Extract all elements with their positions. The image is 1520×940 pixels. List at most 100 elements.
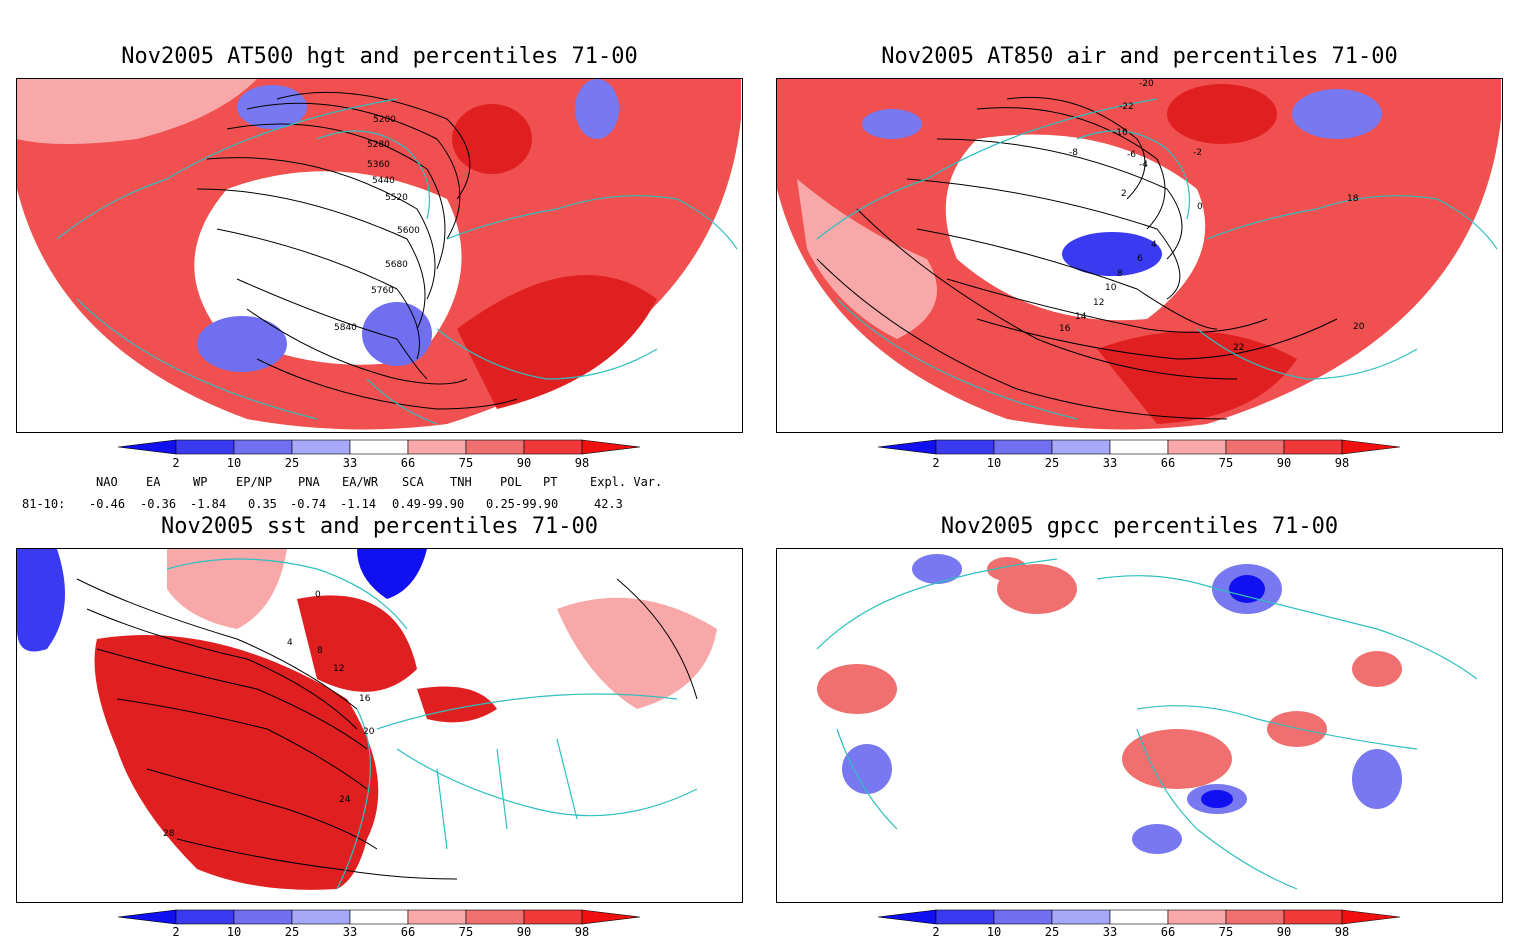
colorbar-label: 25 (1044, 925, 1060, 939)
contour-label: 16 (1059, 324, 1071, 334)
tele-header: Expl. Var. (590, 475, 663, 489)
teleconnection-table: NAO EA WP EP/NP PNA EA/WR SCA TNH POL PT… (0, 0, 662, 511)
tele-header: EP/NP (236, 475, 273, 489)
colorbar-label: 25 (284, 925, 300, 939)
colorbar-segment (1167, 909, 1227, 925)
tele-header: NAO (96, 475, 118, 489)
panel-title-hgt: Nov2005 AT500 hgt and percentiles 71-00 (121, 44, 638, 69)
contour-label: 5680 (385, 260, 408, 270)
colorbar-labels-top-left: 2 10 25 33 66 75 90 98 (100, 456, 700, 472)
colorbar-label: 66 (400, 456, 416, 470)
contour-labels-sst: 0 4 8 12 16 20 24 28 (163, 590, 375, 839)
colorbar-label: 75 (458, 456, 474, 470)
contour-label: 5600 (397, 226, 420, 236)
panel-title-air: Nov2005 AT850 air and percentiles 71-00 (881, 44, 1398, 69)
tele-value: -1.84 (190, 497, 227, 511)
colorbar-segment (1051, 439, 1111, 455)
tele-header: POL (500, 475, 522, 489)
map-hgt-svg: 5200 5280 5360 5440 5520 5600 5680 5760 … (17, 79, 741, 430)
colorbar-segment (291, 439, 351, 455)
colorbar-label: 75 (1218, 925, 1234, 939)
colorbar-segment (233, 439, 293, 455)
colorbar-label: 98 (574, 925, 590, 939)
colorbar-segment (349, 439, 409, 455)
contour-label: 2 (1121, 189, 1127, 199)
tele-value: 42.3 (594, 497, 623, 511)
contour-label: -4 (1139, 160, 1148, 170)
colorbar-label: 10 (226, 925, 242, 939)
contour-label: 16 (359, 694, 371, 704)
tele-header: EA/WR (342, 475, 379, 489)
colorbar-label: 66 (400, 925, 416, 939)
colorbar-top-left (117, 439, 641, 455)
contour-label: 22 (1233, 343, 1244, 353)
panel-title-gpcc: Nov2005 gpcc percentiles 71-00 (940, 514, 1339, 539)
contour-label: -16 (1113, 128, 1128, 138)
colorbar-segment (1341, 439, 1401, 455)
colorbar-segment (407, 439, 467, 455)
contour-label: 5840 (334, 323, 357, 333)
colorbar-label: 90 (516, 456, 532, 470)
colorbar-label: 2 (172, 456, 180, 470)
colorbar-label: 33 (1102, 925, 1118, 939)
colorbar-label: 10 (226, 456, 242, 470)
contour-label: 0 (315, 590, 321, 600)
panel-title-sst: Nov2005 sst and percentiles 71-00 (160, 514, 599, 539)
colorbar-bottom-left (117, 909, 641, 925)
tele-value: 0.25-99.90 (486, 497, 559, 511)
contour-label: 24 (339, 795, 351, 805)
map-air: -20 -22 -16 -8 -6 -4 -2 0 2 4 6 8 10 12 … (776, 78, 1503, 433)
contour-label: 6 (1137, 254, 1143, 264)
contour-label: 12 (1093, 298, 1104, 308)
tele-header: PNA (298, 475, 320, 489)
colorbar-segment (1225, 439, 1285, 455)
tele-header: TNH (450, 475, 472, 489)
colorbar-segment (1109, 439, 1169, 455)
contour-label: -2 (1193, 148, 1202, 158)
colorbar-segment (993, 909, 1053, 925)
colorbar-segment (349, 909, 409, 925)
colorbar-label: 25 (1044, 456, 1060, 470)
colorbar-label: 98 (1334, 925, 1350, 939)
colorbar-labels-bottom-right: 2 10 25 33 66 75 90 98 (860, 925, 1460, 939)
tele-value: 0.35 (248, 497, 277, 511)
colorbar-labels-top-right: 2 10 25 33 66 75 90 98 (860, 456, 1460, 472)
colorbar-label: 2 (172, 925, 180, 939)
contour-label: 20 (1353, 322, 1365, 332)
tele-row-label: 81-10: (22, 497, 66, 511)
colorbar-label: 2 (932, 925, 940, 939)
colorbar-label: 2 (932, 456, 940, 470)
colorbar-label: 90 (516, 925, 532, 939)
colorbar-label: 10 (986, 456, 1002, 470)
contour-label: -6 (1127, 150, 1136, 160)
contour-label: 5200 (373, 115, 396, 125)
colorbar-segment (935, 909, 995, 925)
contour-label: 5440 (372, 176, 395, 186)
colorbar-segment (233, 909, 293, 925)
colorbar-segment (1283, 439, 1343, 455)
colorbar-label: 66 (1160, 925, 1176, 939)
contour-label: 14 (1075, 312, 1087, 322)
colorbar-label: 66 (1160, 456, 1176, 470)
colorbar-segment (935, 439, 995, 455)
colorbar-segment (581, 439, 641, 455)
colorbar-segment (1341, 909, 1401, 925)
colorbar-segment (291, 909, 351, 925)
colorbar-segment (523, 909, 583, 925)
colorbar-label: 33 (1102, 456, 1118, 470)
contour-labels-air: -20 -22 -16 -8 -6 -4 -2 0 2 4 6 8 10 12 … (1059, 79, 1365, 353)
contour-label: 8 (1117, 269, 1123, 279)
tele-value: -0.36 (140, 497, 177, 511)
colorbar-label: 90 (1276, 456, 1292, 470)
colorbar-segment (523, 439, 583, 455)
colorbar-label: 33 (342, 925, 358, 939)
map-sst-svg: 0 4 8 12 16 20 24 28 (17, 549, 717, 890)
contour-label: -22 (1119, 102, 1134, 112)
map-hgt: 5200 5280 5360 5440 5520 5600 5680 5760 … (16, 78, 743, 433)
colorbar-segment (877, 439, 937, 455)
contour-label: 0 (1197, 202, 1203, 212)
contour-label: 4 (1151, 240, 1157, 250)
contour-label: 5520 (385, 193, 408, 203)
colorbar-label: 75 (458, 925, 474, 939)
tele-header: PT (543, 475, 558, 489)
